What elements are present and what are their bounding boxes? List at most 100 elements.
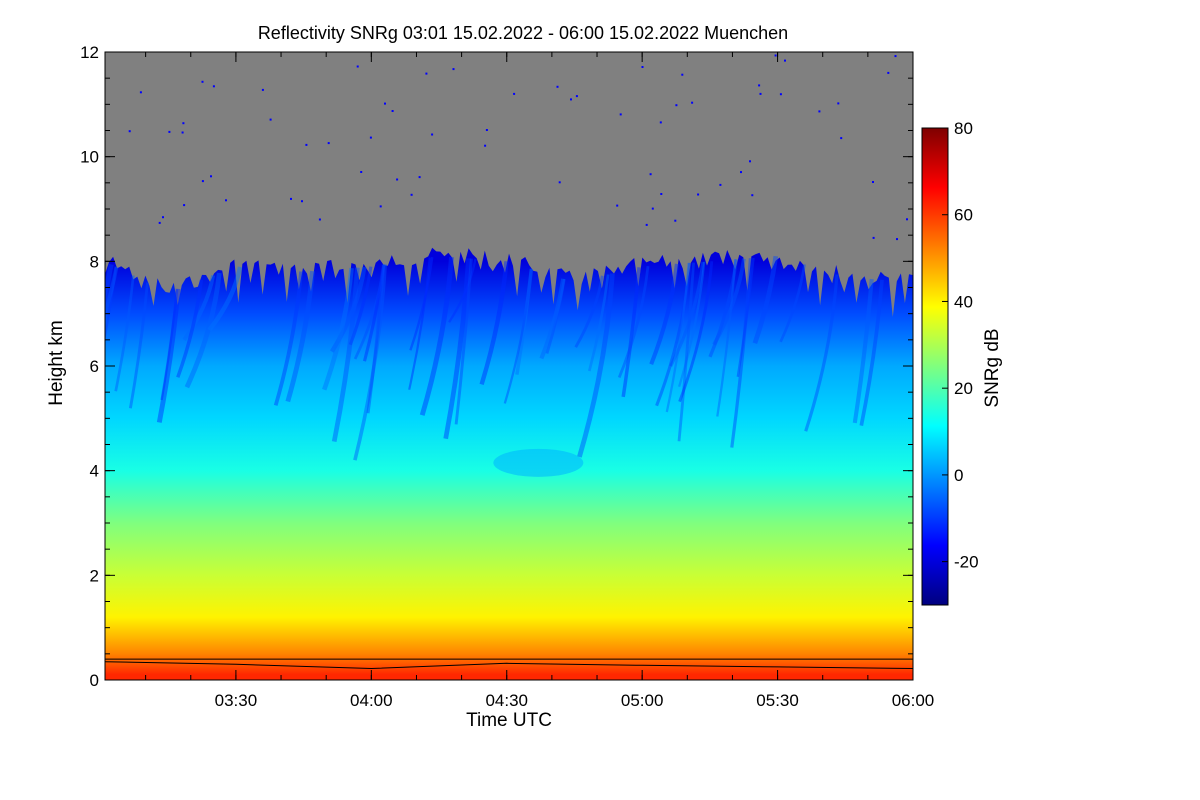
fall-streak xyxy=(285,270,315,403)
fall-streak xyxy=(479,261,509,386)
noise-pixel xyxy=(418,176,421,179)
fall-streak xyxy=(859,279,884,426)
y-tick-label: 6 xyxy=(90,357,99,376)
noise-pixel xyxy=(410,193,413,196)
noise-pixel xyxy=(575,95,578,98)
noise-pixel xyxy=(758,84,761,87)
noise-pixel xyxy=(391,110,394,112)
noise-pixel xyxy=(210,175,212,178)
noise-pixel xyxy=(675,104,678,107)
fall-streak xyxy=(273,271,303,406)
boundary-profile xyxy=(105,661,913,670)
x-axis-label: Time UTC xyxy=(466,710,552,731)
noise-pixel xyxy=(201,80,204,83)
fall-streak xyxy=(409,257,434,351)
fall-streak xyxy=(184,272,222,389)
noise-pixel xyxy=(837,102,840,105)
fall-streak xyxy=(617,265,650,379)
fall-streak xyxy=(852,278,874,424)
fall-streak xyxy=(207,266,243,332)
noise-pixel xyxy=(513,92,516,95)
fall-streak xyxy=(587,274,610,372)
colorbar-tick-label: 80 xyxy=(954,119,973,138)
x-tick-label: 04:30 xyxy=(485,691,528,710)
fall-streak xyxy=(730,258,752,448)
x-axis: 03:30 04:00 04:30 05:00 05:30 06:00 xyxy=(145,52,935,710)
plot-area xyxy=(105,52,913,680)
fall-streak xyxy=(677,262,695,442)
fall-streak xyxy=(443,258,471,440)
fall-streak xyxy=(515,268,534,375)
fall-streak xyxy=(669,261,705,367)
fall-streak xyxy=(156,288,181,423)
fall-streak xyxy=(419,256,454,416)
noise-pixel xyxy=(181,131,184,134)
fall-streak xyxy=(176,279,204,378)
noise-pixel xyxy=(396,178,399,181)
noise-pixel xyxy=(452,68,455,71)
noise-pixel xyxy=(872,181,874,183)
fall-streak xyxy=(348,266,373,346)
colorbar-label: SNRg dB xyxy=(982,328,1003,407)
fall-streak xyxy=(649,263,679,366)
noise-pixel xyxy=(779,93,782,96)
noise-pixel xyxy=(158,221,161,224)
x-tick-label: 06:00 xyxy=(892,691,935,710)
noise-pixel xyxy=(485,129,488,131)
fall-streak xyxy=(353,264,386,360)
fall-streak xyxy=(448,258,477,323)
noise-pixel xyxy=(212,85,215,88)
noise-pixel xyxy=(749,160,751,163)
fall-streak xyxy=(353,264,387,461)
colorbar-tick-label: -20 xyxy=(954,553,979,572)
fall-streak xyxy=(716,259,737,417)
noise-pixel xyxy=(740,171,742,174)
noise-pixel xyxy=(681,73,684,76)
y-tick-label: 10 xyxy=(80,148,99,167)
fall-streak xyxy=(503,268,533,404)
noise-pixel xyxy=(906,218,908,221)
x-tick-label: 05:30 xyxy=(756,691,799,710)
noise-pixel xyxy=(894,55,897,58)
colorbar-tick-label: 20 xyxy=(954,379,973,398)
colorbar-ticks: -20 0 20 40 60 80 xyxy=(942,119,979,572)
fall-streak xyxy=(331,267,360,443)
fall-streak xyxy=(330,266,367,353)
y-axis: 0 2 4 6 8 10 12 xyxy=(80,43,913,690)
noise-pixel xyxy=(327,142,330,145)
noise-pixel xyxy=(162,216,164,219)
noise-pixel xyxy=(616,204,619,207)
noise-pixel xyxy=(301,200,303,203)
y-tick-label: 4 xyxy=(90,462,99,481)
noise-pixel xyxy=(645,223,648,226)
noise-pixel xyxy=(570,98,572,101)
fall-streak xyxy=(804,274,839,432)
fall-streak xyxy=(545,278,566,354)
noise-pixel xyxy=(784,59,786,62)
fall-streak xyxy=(678,261,706,388)
fall-streak xyxy=(114,275,135,392)
noise-pixel xyxy=(290,197,292,200)
fall-streak xyxy=(574,275,604,348)
noise-pixel xyxy=(691,101,694,104)
fall-streak xyxy=(408,257,431,390)
fall-streak xyxy=(779,264,806,343)
noise-pixel xyxy=(840,137,843,140)
noise-pixel xyxy=(887,71,890,74)
noise-pixel xyxy=(431,133,434,136)
y-tick-label: 8 xyxy=(90,252,99,271)
noise-pixel xyxy=(369,136,372,139)
fall-streak xyxy=(577,273,615,458)
fall-streak xyxy=(454,258,473,425)
noise-pixel xyxy=(674,219,677,222)
y-tick-label: 12 xyxy=(80,43,99,62)
chart-title: Reflectivity SNRg 03:01 15.02.2022 - 06:… xyxy=(258,23,788,43)
noise-pixel xyxy=(379,205,382,208)
x-tick-label: 05:00 xyxy=(621,691,664,710)
noise-pixel xyxy=(305,143,308,146)
noise-pixel xyxy=(360,171,363,173)
noise-pixel xyxy=(651,207,654,210)
noise-pixel xyxy=(556,85,559,88)
fall-streak xyxy=(736,257,755,377)
